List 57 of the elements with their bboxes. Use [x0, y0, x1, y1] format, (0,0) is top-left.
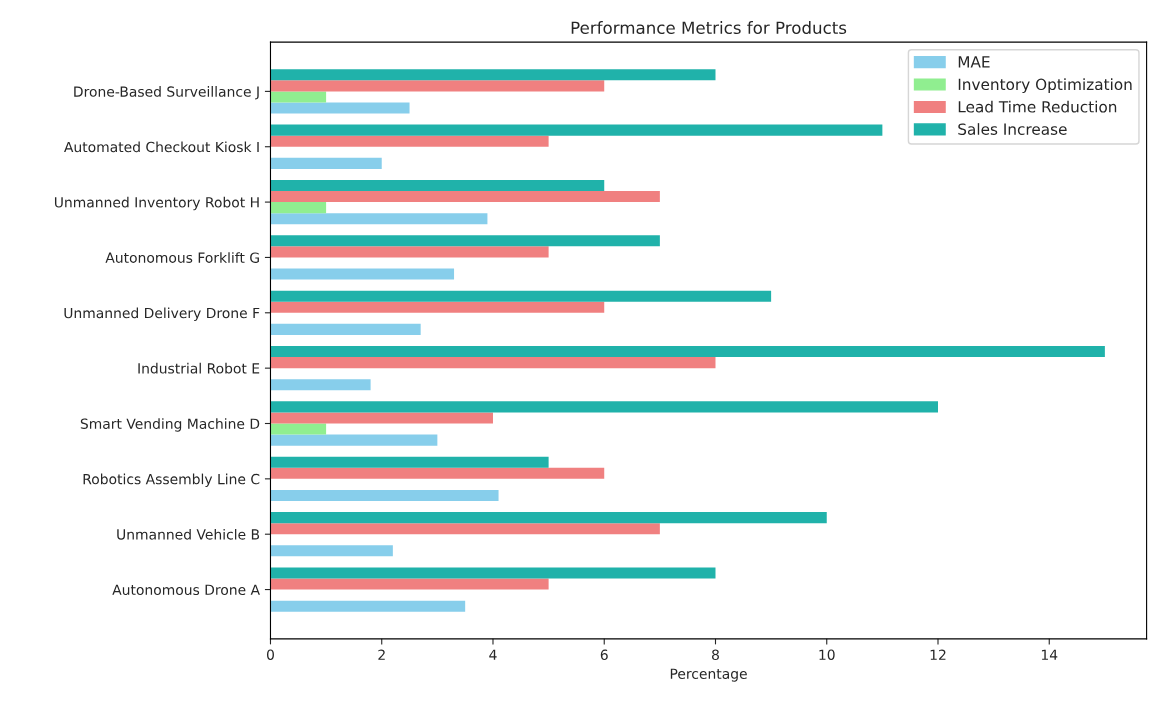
bar — [270, 545, 393, 557]
bar — [270, 456, 549, 468]
bar — [270, 578, 549, 590]
bar — [270, 523, 660, 535]
bar — [270, 80, 605, 92]
bar — [270, 323, 421, 335]
y-tick-label: Drone-Based Surveillance J — [74, 86, 259, 100]
bar — [270, 179, 605, 192]
bar — [270, 135, 549, 147]
bar — [270, 346, 1105, 358]
y-tick-label: Automated Checkout Kiosk I — [64, 141, 259, 153]
y-tick-label: Autonomous Drone A — [112, 584, 260, 596]
bar — [270, 379, 371, 391]
chart-title: Performance Metrics for Products — [571, 21, 847, 35]
bar — [270, 213, 488, 225]
bar — [270, 69, 716, 81]
bar — [270, 412, 493, 424]
bar — [270, 512, 827, 524]
bar — [270, 301, 605, 313]
bar — [270, 246, 549, 258]
bar — [270, 357, 716, 369]
bar — [270, 157, 382, 169]
x-tick-label: 8 — [712, 649, 719, 660]
bar — [270, 124, 883, 136]
y-tick-label: Unmanned Vehicle B — [117, 528, 260, 540]
x-axis-title: Percentage — [670, 668, 747, 682]
bar — [270, 235, 660, 247]
bar — [270, 290, 772, 302]
y-tick-label: Unmanned Inventory Robot H — [54, 196, 259, 211]
bar — [270, 401, 938, 413]
bar — [270, 467, 605, 479]
bar — [270, 91, 327, 103]
bar — [270, 102, 410, 114]
x-tick-label: 12 — [930, 649, 946, 660]
x-tick-label: 4 — [489, 649, 497, 660]
y-tick-label: Unmanned Delivery Drone F — [64, 307, 260, 321]
y-tick-label: Autonomous Forklift G — [105, 252, 259, 263]
legend-label: Lead Time Reduction — [958, 100, 1117, 113]
bar — [270, 423, 327, 435]
x-tick-label: 14 — [1041, 649, 1058, 660]
x-tick-label: 2 — [378, 649, 385, 660]
bar — [270, 489, 499, 501]
x-tick-label: 6 — [600, 649, 608, 660]
legend-label: Inventory Optimization — [958, 78, 1132, 94]
legend-label: Sales Increase — [958, 123, 1067, 135]
bar — [270, 600, 466, 612]
bar — [270, 202, 327, 214]
x-tick-label: 10 — [819, 649, 835, 660]
y-tick-label: Robotics Assembly Line C — [83, 473, 260, 488]
y-tick-label: Smart Vending Machine D — [80, 418, 260, 432]
y-tick-label: Industrial Robot E — [138, 362, 260, 374]
bar — [270, 434, 438, 446]
bar — [270, 268, 455, 280]
legend-label: MAE — [958, 56, 990, 68]
x-tick-label: 0 — [266, 649, 274, 660]
bar — [270, 191, 660, 203]
bar — [270, 567, 716, 579]
